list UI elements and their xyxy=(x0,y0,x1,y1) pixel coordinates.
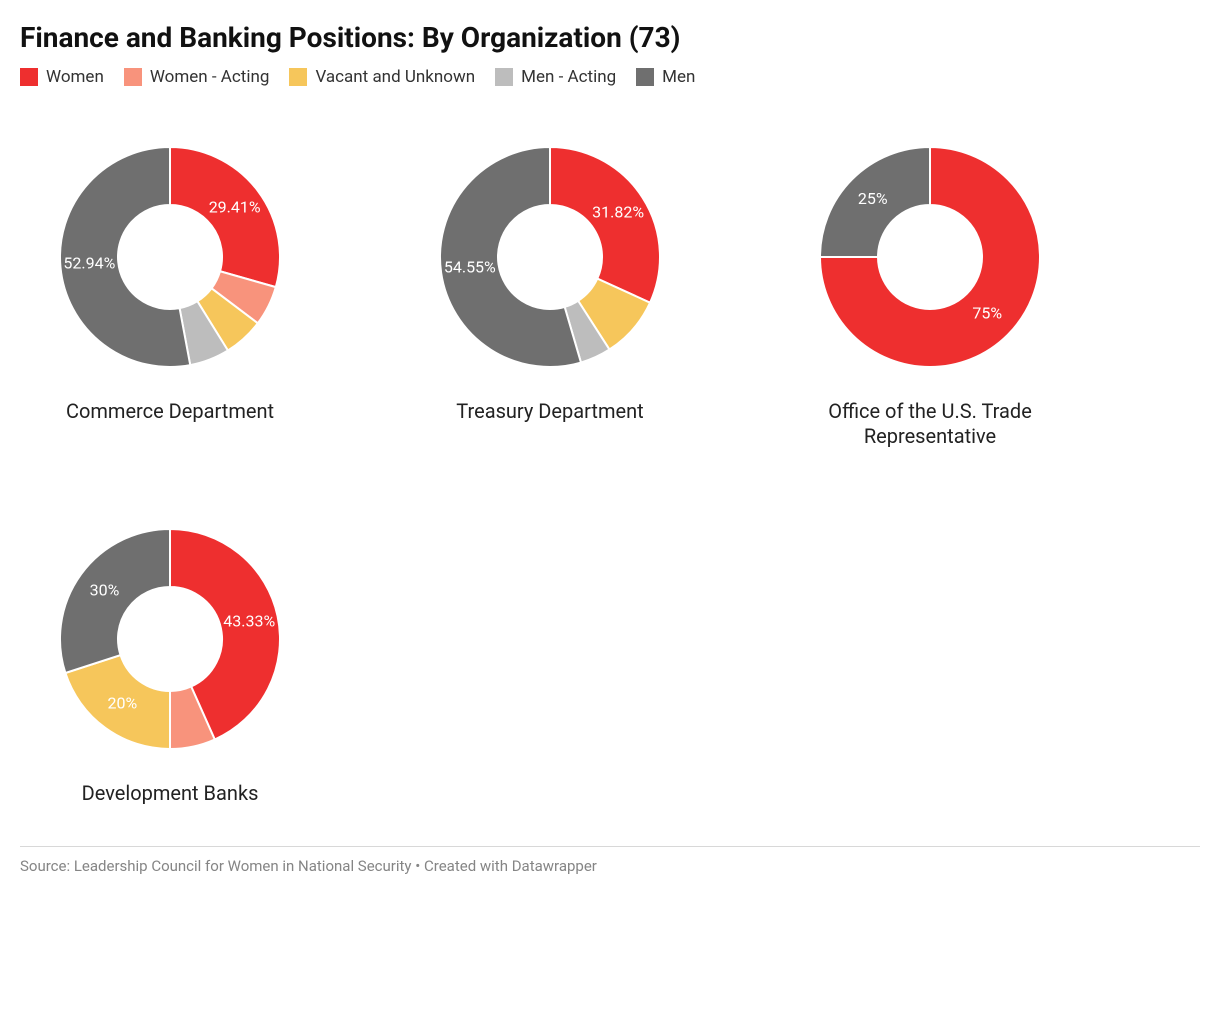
legend-swatch xyxy=(636,68,654,86)
donut-slice xyxy=(60,529,170,673)
slice-label: 31.82% xyxy=(592,202,644,221)
slice-label: 75% xyxy=(972,303,1002,322)
donut-chart: 43.33% 20% 30% xyxy=(40,509,300,769)
slice-label: 25% xyxy=(858,189,888,208)
legend-label: Women xyxy=(46,67,104,87)
legend-label: Vacant and Unknown xyxy=(315,67,475,87)
legend-item: Women xyxy=(20,67,104,87)
chart-title: Development Banks xyxy=(82,781,259,806)
donut-chart: 29.41% 52.94% xyxy=(40,127,300,387)
donut-slice xyxy=(550,147,660,303)
legend-label: Men - Acting xyxy=(521,67,616,87)
donut-slice xyxy=(170,147,280,287)
chart-cell: 43.33% 20% 30% Development Banks xyxy=(20,509,320,806)
chart-title: Commerce Department xyxy=(66,399,274,424)
chart-cell: 29.41% 52.94% Commerce Department xyxy=(20,127,320,449)
legend-swatch xyxy=(20,68,38,86)
legend-swatch xyxy=(289,68,307,86)
legend-item: Men - Acting xyxy=(495,67,616,87)
legend-swatch xyxy=(495,68,513,86)
chart-cell: 75% 25% Office of the U.S. Trade Represent… xyxy=(780,127,1080,449)
legend-item: Men xyxy=(636,67,695,87)
donut-chart: 31.82% 54.55% xyxy=(420,127,680,387)
legend-label: Women - Acting xyxy=(150,67,270,87)
charts-grid: 29.41% 52.94% Commerce Department 31.82% 54.… xyxy=(20,127,1200,806)
donut-chart: 75% 25% xyxy=(800,127,1060,387)
slice-label: 30% xyxy=(90,581,120,600)
legend: Women Women - Acting Vacant and Unknown Men… xyxy=(20,67,1200,87)
slice-label: 29.41% xyxy=(209,197,261,216)
source-line: Source: Leadership Council for Women in … xyxy=(20,846,1200,875)
legend-item: Women - Acting xyxy=(124,67,270,87)
page-title: Finance and Banking Positions: By Organi… xyxy=(20,20,1200,55)
chart-title: Treasury Department xyxy=(456,399,643,424)
slice-label: 52.94% xyxy=(63,254,115,273)
chart-title: Office of the U.S. Trade Representative xyxy=(780,399,1080,449)
chart-cell: 31.82% 54.55% Treasury Department xyxy=(400,127,700,449)
legend-label: Men xyxy=(662,67,695,87)
slice-label: 54.55% xyxy=(444,258,496,277)
legend-swatch xyxy=(124,68,142,86)
slice-label: 20% xyxy=(108,694,138,713)
slice-label: 43.33% xyxy=(223,611,275,630)
legend-item: Vacant and Unknown xyxy=(289,67,475,87)
